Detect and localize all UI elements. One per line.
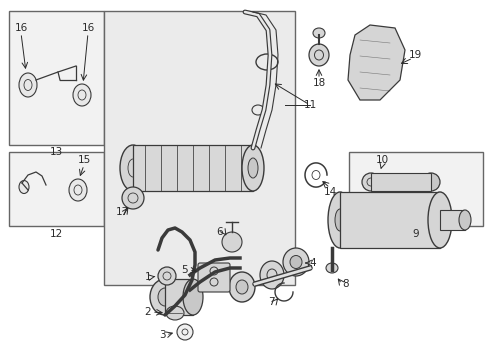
Ellipse shape: [228, 272, 254, 302]
Text: 8: 8: [342, 279, 348, 289]
Text: 19: 19: [407, 50, 421, 60]
Ellipse shape: [158, 267, 176, 285]
Bar: [339, 192, 439, 248]
Ellipse shape: [120, 145, 146, 191]
Ellipse shape: [183, 279, 203, 315]
Ellipse shape: [334, 209, 345, 231]
Ellipse shape: [427, 192, 451, 248]
Ellipse shape: [289, 256, 302, 269]
Ellipse shape: [327, 192, 351, 248]
Ellipse shape: [283, 248, 308, 276]
Ellipse shape: [122, 187, 143, 209]
Ellipse shape: [19, 180, 29, 194]
Circle shape: [177, 324, 193, 340]
Polygon shape: [347, 25, 404, 100]
Text: 11: 11: [303, 100, 316, 110]
FancyBboxPatch shape: [198, 263, 229, 292]
Text: 4: 4: [309, 258, 316, 268]
Text: 7: 7: [267, 297, 274, 307]
Text: 14: 14: [323, 187, 336, 197]
Bar: [9, 152, 104, 226]
Text: 17: 17: [115, 207, 128, 217]
Bar: [9, 11, 104, 145]
Ellipse shape: [69, 179, 87, 201]
Text: 3: 3: [159, 330, 165, 340]
Ellipse shape: [242, 145, 264, 191]
Ellipse shape: [19, 73, 37, 97]
Bar: [133, 145, 252, 191]
Text: 1: 1: [144, 272, 151, 282]
Text: 16: 16: [81, 23, 95, 33]
Ellipse shape: [308, 44, 328, 66]
Text: 5: 5: [182, 265, 188, 275]
Ellipse shape: [73, 84, 91, 106]
Text: 6: 6: [216, 227, 223, 237]
Text: 9: 9: [412, 229, 418, 239]
Bar: [164, 279, 193, 315]
Ellipse shape: [325, 263, 337, 273]
Ellipse shape: [158, 288, 172, 306]
Text: 15: 15: [77, 155, 90, 165]
Ellipse shape: [361, 173, 379, 191]
Ellipse shape: [421, 173, 439, 191]
Text: 12: 12: [49, 229, 62, 239]
Ellipse shape: [247, 158, 258, 178]
Bar: [370, 173, 430, 191]
Bar: [348, 152, 482, 226]
Bar: [439, 210, 464, 230]
Bar: [104, 11, 294, 285]
Ellipse shape: [150, 279, 180, 315]
Ellipse shape: [165, 306, 183, 320]
Text: 13: 13: [49, 147, 62, 157]
Text: 16: 16: [14, 23, 27, 33]
Ellipse shape: [260, 261, 284, 289]
Ellipse shape: [222, 232, 242, 252]
Ellipse shape: [236, 280, 247, 294]
Ellipse shape: [312, 28, 325, 38]
Text: 2: 2: [144, 307, 151, 317]
Text: 18: 18: [312, 78, 325, 88]
Text: 10: 10: [375, 155, 388, 165]
Ellipse shape: [458, 210, 470, 230]
